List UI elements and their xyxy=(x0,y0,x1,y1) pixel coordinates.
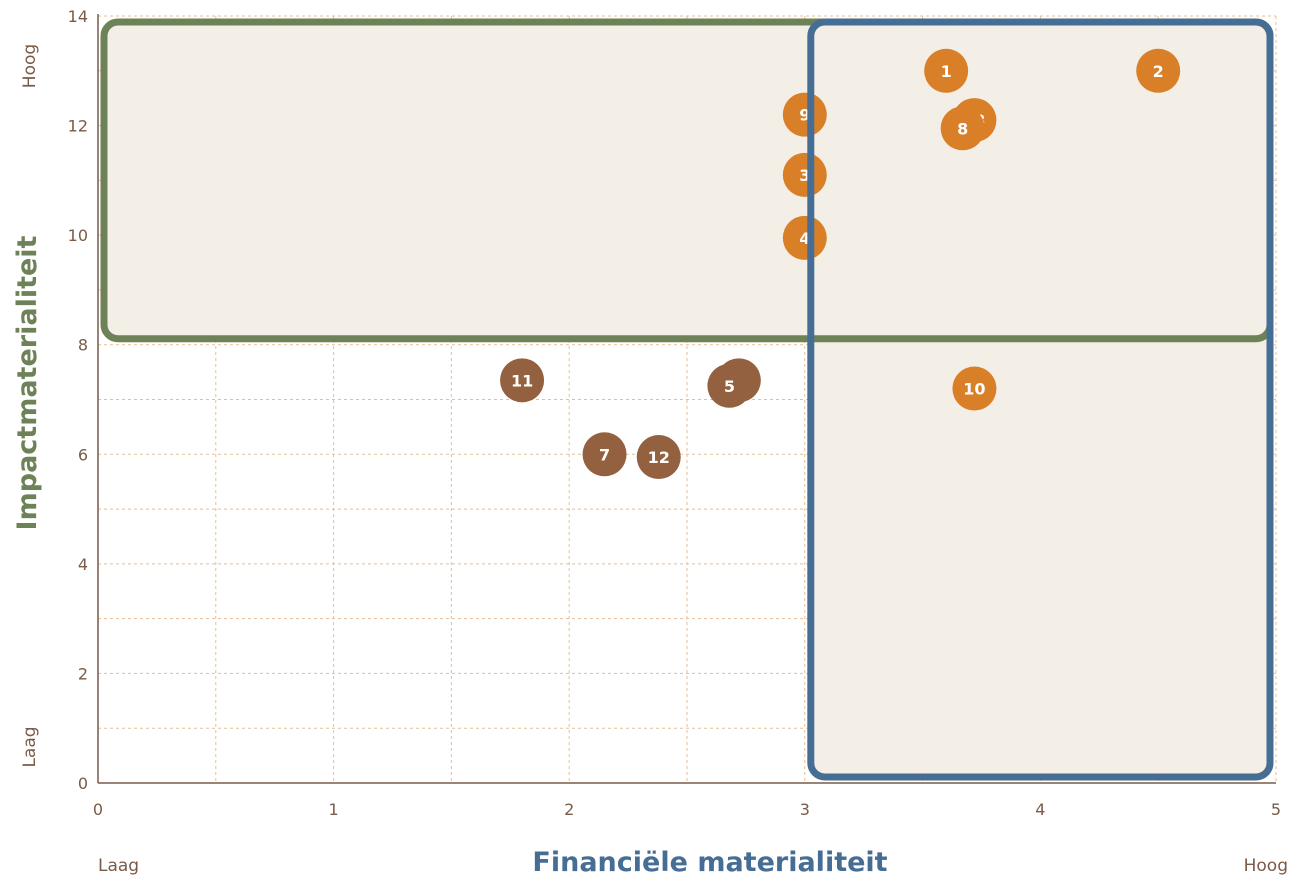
data-point-12: 12 xyxy=(636,435,681,480)
y-tick-label: 10 xyxy=(68,226,88,245)
data-point-label: 8 xyxy=(957,119,968,138)
data-point-3: 3 xyxy=(782,152,827,197)
data-point-label: 2 xyxy=(1153,62,1164,81)
data-point-8: 8 xyxy=(940,106,985,151)
axes xyxy=(97,14,1276,784)
y-tick-label: 4 xyxy=(78,555,88,574)
data-point-1: 1 xyxy=(924,48,969,93)
x-axis-title: Financiële materialiteit xyxy=(532,847,887,878)
x-tick-label: 1 xyxy=(329,800,339,819)
y-tick-label: 14 xyxy=(68,7,88,26)
y-axis-title: Impactmaterialiteit xyxy=(12,235,43,530)
y-tick-label: 8 xyxy=(78,336,88,355)
data-point-marker xyxy=(782,152,827,197)
data-point-marker xyxy=(782,215,827,260)
data-point-label: 10 xyxy=(963,380,985,399)
data-point-marker xyxy=(782,92,827,137)
x-tick-label: 5 xyxy=(1271,800,1281,819)
y-high-label: Hoog xyxy=(20,44,40,88)
y-tick-label: 6 xyxy=(78,445,88,464)
data-point-7: 7 xyxy=(582,432,627,477)
y-tick-label: 12 xyxy=(68,117,88,136)
financial-material-region-fill xyxy=(810,22,1270,777)
data-point-5: 5 xyxy=(707,363,752,408)
data-point-marker xyxy=(636,435,681,480)
data-point-marker xyxy=(582,432,627,477)
x-tick-label: 4 xyxy=(1035,800,1045,819)
data-point-marker xyxy=(940,106,985,151)
x-high-label: Hoog xyxy=(1244,856,1288,876)
y-low-label: Laag xyxy=(20,726,40,767)
y-tick-label: 0 xyxy=(78,774,88,793)
data-point-label: 12 xyxy=(648,448,670,467)
region-outlines xyxy=(100,18,1274,781)
data-point-9: 9 xyxy=(782,92,827,137)
data-point-label: 3 xyxy=(799,166,810,185)
x-low-label: Laag xyxy=(98,856,139,876)
data-points: 12913834101165712 xyxy=(500,48,1181,480)
data-point-marker xyxy=(952,366,997,411)
data-point-label: 4 xyxy=(799,229,810,248)
data-point-2: 2 xyxy=(1136,48,1181,93)
data-point-marker xyxy=(500,358,545,403)
data-point-11: 11 xyxy=(500,358,545,403)
x-tick-label: 3 xyxy=(800,800,810,819)
x-tick-label: 0 xyxy=(93,800,103,819)
data-point-label: 11 xyxy=(511,371,533,390)
data-point-label: 7 xyxy=(599,445,610,464)
data-point-4: 4 xyxy=(782,215,827,260)
financial-material-region-outline xyxy=(807,18,1274,781)
x-tick-label: 2 xyxy=(564,800,574,819)
data-point-marker xyxy=(1136,48,1181,93)
data-point-marker xyxy=(707,363,752,408)
data-point-10: 10 xyxy=(952,366,997,411)
y-tick-label: 2 xyxy=(78,664,88,683)
data-point-marker xyxy=(924,48,969,93)
data-point-label: 5 xyxy=(724,377,735,396)
data-point-label: 1 xyxy=(941,62,952,81)
data-point-label: 9 xyxy=(799,106,810,125)
